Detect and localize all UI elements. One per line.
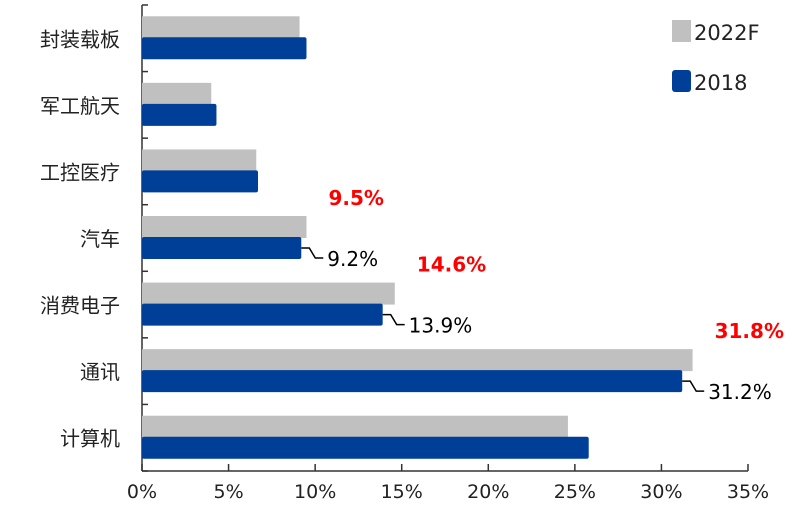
x-tick-label: 10% — [294, 481, 336, 503]
bar-2018 — [142, 370, 683, 393]
legend-label: 2018 — [694, 71, 747, 95]
bar-2022f — [142, 415, 568, 438]
category-label: 消费电子 — [40, 294, 120, 318]
legend-label: 2022F — [694, 21, 760, 45]
bar-2018 — [142, 237, 302, 259]
x-tick-label: 25% — [554, 481, 596, 503]
bar-2018 — [142, 170, 259, 193]
bar-2018 — [142, 303, 383, 326]
leader-line — [301, 247, 324, 259]
leader-line — [682, 380, 705, 392]
x-tick-label: 5% — [213, 481, 243, 503]
bar-2022f — [142, 16, 300, 39]
category-label: 汽车 — [80, 227, 120, 251]
data-label-2022f: 14.6% — [417, 253, 486, 277]
x-tick-label: 15% — [381, 481, 423, 503]
legend-swatch-2018 — [672, 70, 691, 92]
data-label-2018: 31.2% — [708, 380, 772, 404]
category-label: 工控医疗 — [40, 160, 120, 184]
bar-2018 — [142, 103, 217, 126]
x-tick-label: 30% — [640, 481, 682, 503]
legend-swatch-2022f — [672, 20, 691, 42]
bar-2018 — [142, 436, 589, 459]
x-tick-label: 35% — [727, 481, 769, 503]
data-label-2022f: 9.5% — [328, 186, 383, 210]
category-label: 通讯 — [80, 360, 120, 384]
category-label: 封装载板 — [40, 27, 120, 51]
data-label-2022f: 31.8% — [715, 319, 784, 343]
x-tick-label: 20% — [467, 481, 509, 503]
bar-2022f — [142, 82, 212, 105]
bar-2022f — [142, 349, 693, 372]
bar-2018 — [142, 37, 307, 60]
leader-line — [382, 313, 405, 326]
bar-2022f — [142, 149, 257, 172]
category-label: 军工航天 — [40, 94, 120, 118]
category-label: 计算机 — [60, 427, 120, 451]
x-tick-label: 0% — [127, 481, 157, 503]
data-label-2018: 9.2% — [327, 247, 378, 271]
bar-2022f — [142, 282, 395, 305]
bar-2022f — [142, 216, 307, 238]
data-label-2018: 13.9% — [409, 314, 473, 338]
